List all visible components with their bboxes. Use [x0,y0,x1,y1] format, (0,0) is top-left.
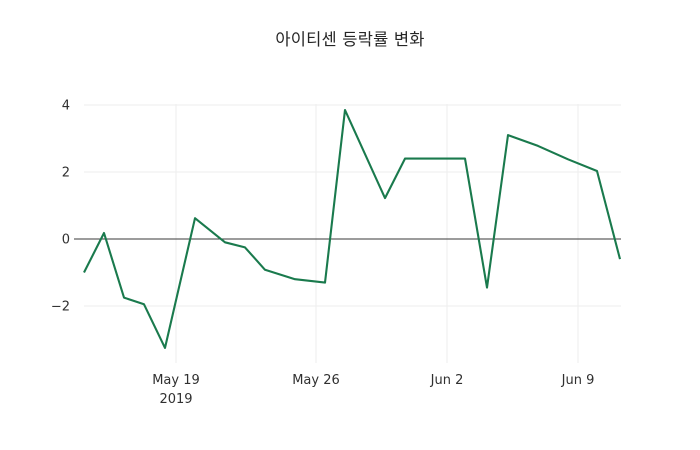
x-axis-year-label: 2019 [159,392,192,407]
data-series-group [83,108,622,349]
gridlines [84,104,621,363]
y-axis-tick-label: 0 [62,233,70,248]
x-axis-tick-label: Jun 2 [430,373,464,388]
x-axis-tick-label: May 19 [152,373,200,388]
y-axis-tick-label: 4 [62,99,70,114]
y-axis-tick-label: −2 [51,300,70,315]
y-axis-tick-label: 2 [62,166,70,181]
series-line-rate-of-change [83,108,622,349]
x-axis-tick-label: Jun 9 [561,373,595,388]
x-axis-tick-label: May 26 [292,373,340,388]
x-axis-tick-labels: May 19 May 26 Jun 2 Jun 9 2019 [152,373,594,407]
chart-title: 아이티센 등락률 변화 [275,30,425,49]
y-axis-tick-labels: 4 2 0 −2 [51,99,70,315]
